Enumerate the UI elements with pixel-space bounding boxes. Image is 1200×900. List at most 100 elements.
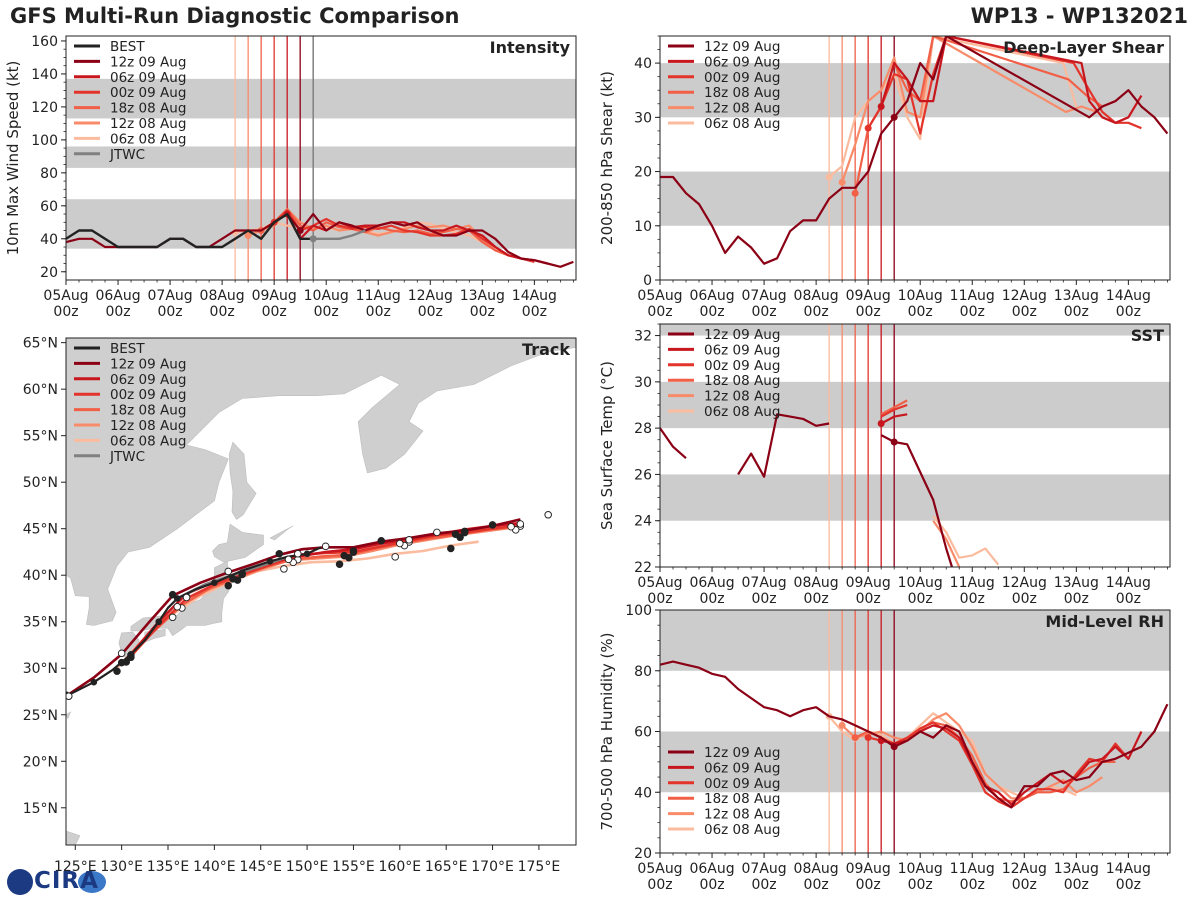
track-position-marker: [284, 555, 293, 564]
track-position-marker: [488, 521, 497, 529]
rh-series-line: [867, 721, 1130, 809]
shear-xtick-date: 05Aug: [637, 288, 682, 304]
track-lon-label: 145°E: [239, 859, 282, 875]
track-position-marker: [405, 536, 413, 544]
rh-legend-label: 06z 09 Aug: [704, 760, 780, 776]
sst-ytick-label: 30: [634, 375, 652, 391]
track-best-marker: [90, 678, 98, 686]
rh-xtick-date: 12Aug: [1002, 861, 1047, 877]
rh-ytick-label: 20: [634, 846, 652, 862]
track-position-marker: [516, 520, 525, 528]
intensity-xtick-date: 08Aug: [200, 288, 245, 304]
sst-xtick-date: 07Aug: [742, 575, 787, 591]
track-legend-label: 12z 09 Aug: [110, 356, 186, 372]
sst-xtick-date: 14Aug: [1106, 575, 1151, 591]
intensity-xtick-hour: 00z: [262, 304, 287, 320]
intensity-legend-label: 12z 09 Aug: [110, 54, 186, 70]
intensity-xtick-hour: 00z: [314, 304, 339, 320]
track-best-marker: [303, 550, 311, 558]
shear-plot-area: [660, 36, 1170, 280]
sst-series-line: [880, 403, 908, 418]
track-lon-label: 130°E: [100, 859, 143, 875]
rh-series-line: [660, 660, 1169, 809]
track-best-marker: [66, 692, 73, 700]
sst-series-line: [880, 413, 908, 425]
sst-xtick-hour: 00z: [1064, 591, 1089, 607]
track-legend-label: 06z 09 Aug: [110, 372, 186, 388]
sst-series-line: [880, 434, 954, 567]
shear-xtick-hour: 00z: [908, 304, 933, 320]
rh-xtick-date: 11Aug: [950, 861, 995, 877]
track-series-line: [66, 518, 521, 698]
track-lat-label: 35°N: [23, 615, 58, 631]
intensity-panel: 2040608010012014016005Aug00z06Aug00z07Au…: [4, 34, 577, 320]
shear-xtick-date: 14Aug: [1106, 288, 1151, 304]
shear-legend-label: 12z 08 Aug: [704, 101, 780, 117]
intensity-init-point: [244, 231, 252, 239]
intensity-band: [66, 146, 576, 168]
track-best-marker: [173, 595, 181, 602]
track-series-line: [116, 540, 479, 670]
track-frame: [65, 337, 577, 846]
track-position-marker: [321, 542, 330, 551]
track-position-marker: [275, 550, 284, 558]
track-position-marker: [173, 603, 182, 611]
shear-xtick-hour: 00z: [751, 304, 776, 320]
figure-title: GFS Multi-Run Diagnostic Comparison: [10, 4, 460, 28]
sst-frame: [659, 323, 1171, 568]
intensity-xtick-date: 05Aug: [43, 288, 88, 304]
shear-xtick-hour: 00z: [1012, 304, 1037, 320]
track-position-marker: [224, 567, 233, 576]
track-lon-label: 160°E: [379, 859, 422, 875]
sst-xtick-hour: 00z: [751, 591, 776, 607]
sst-xtick-hour: 00z: [908, 591, 933, 607]
rh-init-point: [890, 743, 898, 751]
sst-legend-label: 18z 08 Aug: [704, 373, 780, 389]
rh-series-line: [880, 724, 1143, 806]
intensity-xtick-date: 09Aug: [252, 288, 297, 304]
sst-band: [660, 381, 1170, 429]
track-lat-label: 20°N: [23, 754, 58, 770]
rh-band: [660, 610, 1170, 671]
sst-xtick-date: 10Aug: [898, 575, 943, 591]
intensity-ytick-label: 120: [31, 100, 58, 116]
track-best-marker: [266, 557, 274, 565]
rh-xtick-hour: 00z: [647, 877, 672, 893]
shear-init-point: [864, 124, 872, 132]
intensity-xtick-hour: 00z: [210, 304, 235, 320]
track-legend-label: 18z 08 Aug: [110, 403, 186, 419]
shear-xtick-date: 10Aug: [898, 288, 943, 304]
shear-init-point: [825, 173, 833, 181]
storm-id: WP13 - WP132021: [970, 4, 1188, 28]
intensity-plot-area: [66, 36, 576, 280]
intensity-jtwc-point: [309, 235, 317, 243]
sst-title: SST: [1131, 326, 1164, 345]
intensity-legend-label: 00z 09 Aug: [110, 85, 186, 101]
cira-logo: CIRA: [4, 866, 114, 898]
track-position-marker: [396, 539, 404, 548]
shear-init-point: [851, 189, 859, 197]
rh-xtick-date: 09Aug: [846, 861, 891, 877]
sst-init-point: [890, 438, 898, 446]
shear-series-line: [880, 36, 1143, 124]
sst-legend-label: 06z 08 Aug: [704, 404, 780, 420]
sst-xtick-hour: 00z: [699, 591, 724, 607]
sst-xtick-hour: 00z: [647, 591, 672, 607]
shear-xtick-date: 06Aug: [689, 288, 734, 304]
track-legend-label: 06z 08 Aug: [110, 433, 186, 449]
track-position-marker: [340, 551, 348, 560]
shear-xtick-date: 08Aug: [794, 288, 839, 304]
sst-ytick-label: 22: [634, 560, 652, 576]
logo-text: CIRA: [34, 868, 99, 894]
shear-band: [660, 171, 1170, 226]
shear-ytick-label: 20: [634, 165, 652, 181]
rh-xtick-hour: 00z: [804, 877, 829, 893]
intensity-ytick-label: 140: [31, 67, 58, 83]
rh-xtick-date: 08Aug: [794, 861, 839, 877]
track-position-marker: [451, 530, 460, 538]
shear-xtick-date: 07Aug: [742, 288, 787, 304]
rh-xtick-hour: 00z: [1116, 877, 1141, 893]
hokkaido: [212, 523, 264, 563]
logo-globe-icon: [7, 869, 33, 895]
